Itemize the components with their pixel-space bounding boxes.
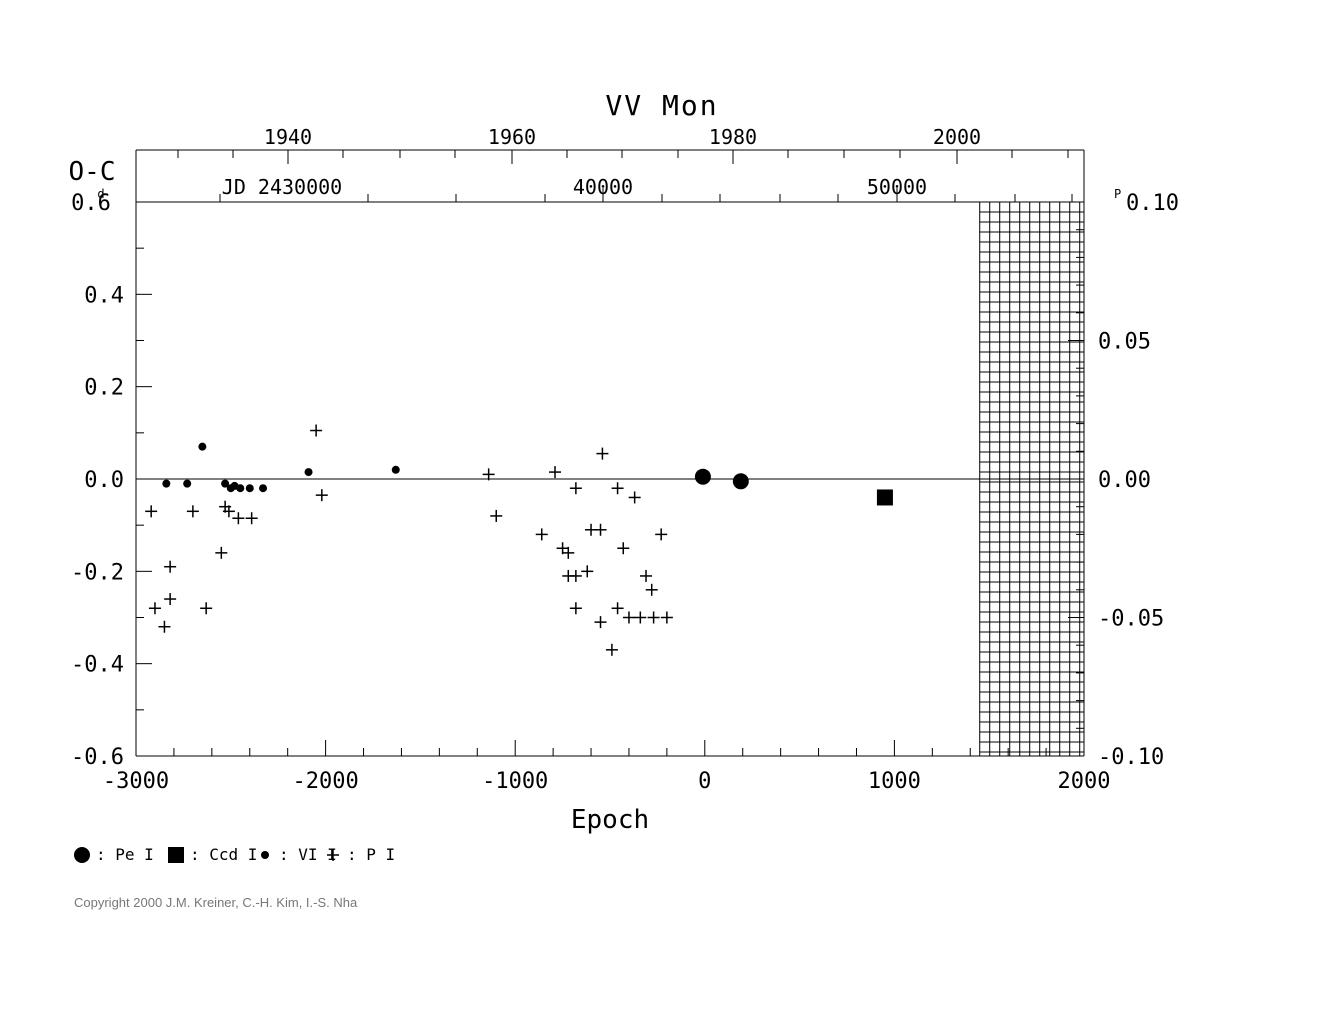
copyright-text: Copyright 2000 J.M. Kreiner, C.-H. Kim, … [74, 895, 357, 910]
svg-text:-0.6: -0.6 [71, 745, 124, 770]
svg-text:Epoch: Epoch [571, 805, 649, 835]
svg-text:2000: 2000 [1058, 769, 1111, 794]
svg-text:50000: 50000 [867, 175, 927, 199]
svg-text:-1000: -1000 [482, 769, 548, 794]
svg-text:-0.2: -0.2 [71, 560, 124, 585]
svg-text:JD 2430000: JD 2430000 [222, 175, 342, 199]
svg-text:2000: 2000 [933, 125, 981, 149]
svg-text:-2000: -2000 [292, 769, 358, 794]
svg-text:-0.4: -0.4 [71, 653, 124, 678]
svg-text:-0.10: -0.10 [1098, 745, 1164, 770]
svg-text:40000: 40000 [573, 175, 633, 199]
svg-text:0.10: 0.10 [1126, 191, 1179, 216]
svg-text:0.05: 0.05 [1098, 330, 1151, 355]
oc-diagram-chart: VV Mon 1940 1960 1980 2000 JD 2430000 40000 500… [0, 0, 1325, 1020]
svg-text:-3000: -3000 [103, 769, 169, 794]
svg-text:0.0: 0.0 [84, 468, 124, 493]
svg-text:-0.05: -0.05 [1098, 607, 1164, 632]
svg-text:: Pe I: : Pe I [96, 845, 154, 864]
svg-text:1940: 1940 [264, 125, 312, 149]
svg-text:0.00: 0.00 [1098, 468, 1151, 493]
svg-text:0.6: 0.6 [71, 191, 111, 216]
svg-text:0.4: 0.4 [84, 283, 124, 308]
svg-text:1000: 1000 [868, 769, 921, 794]
svg-text:1980: 1980 [709, 125, 757, 149]
svg-text:d: d [97, 187, 104, 201]
svg-text:: Ccd I: : Ccd I [190, 845, 257, 864]
svg-text:VV Mon: VV Mon [605, 89, 718, 122]
svg-text:O-C: O-C [69, 157, 116, 187]
svg-text:P: P [1114, 187, 1121, 201]
chart-svg: VV Mon 1940 1960 1980 2000 JD 2430000 40000 500… [0, 0, 1325, 1020]
svg-text:: P I: : P I [347, 845, 395, 864]
svg-text:1960: 1960 [488, 125, 536, 149]
svg-text:0: 0 [698, 769, 711, 794]
svg-text:0.2: 0.2 [84, 376, 124, 401]
